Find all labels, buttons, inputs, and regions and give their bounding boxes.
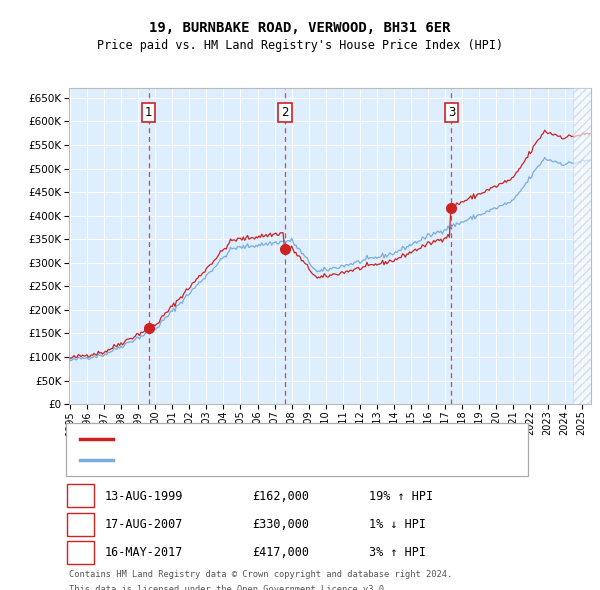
Text: £330,000: £330,000 [252,518,309,531]
Text: Price paid vs. HM Land Registry's House Price Index (HPI): Price paid vs. HM Land Registry's House … [97,39,503,52]
Text: Contains HM Land Registry data © Crown copyright and database right 2024.: Contains HM Land Registry data © Crown c… [69,570,452,579]
Text: 1: 1 [145,106,152,119]
Text: 16-MAY-2017: 16-MAY-2017 [105,546,184,559]
Text: £162,000: £162,000 [252,490,309,503]
Text: This data is licensed under the Open Government Licence v3.0.: This data is licensed under the Open Gov… [69,585,389,590]
Text: 3: 3 [77,546,84,559]
Text: £417,000: £417,000 [252,546,309,559]
Text: 3% ↑ HPI: 3% ↑ HPI [369,546,426,559]
Text: 2: 2 [77,518,84,531]
Text: HPI: Average price, detached house, Dorset: HPI: Average price, detached house, Dors… [119,455,382,465]
Text: 17-AUG-2007: 17-AUG-2007 [105,518,184,531]
Text: 19, BURNBAKE ROAD, VERWOOD, BH31 6ER: 19, BURNBAKE ROAD, VERWOOD, BH31 6ER [149,21,451,35]
Text: 1% ↓ HPI: 1% ↓ HPI [369,518,426,531]
Text: 13-AUG-1999: 13-AUG-1999 [105,490,184,503]
Text: 2: 2 [281,106,289,119]
Text: 3: 3 [448,106,455,119]
Text: 19, BURNBAKE ROAD, VERWOOD, BH31 6ER (detached house): 19, BURNBAKE ROAD, VERWOOD, BH31 6ER (de… [119,434,450,444]
Text: 1: 1 [77,490,84,503]
Text: 19% ↑ HPI: 19% ↑ HPI [369,490,433,503]
